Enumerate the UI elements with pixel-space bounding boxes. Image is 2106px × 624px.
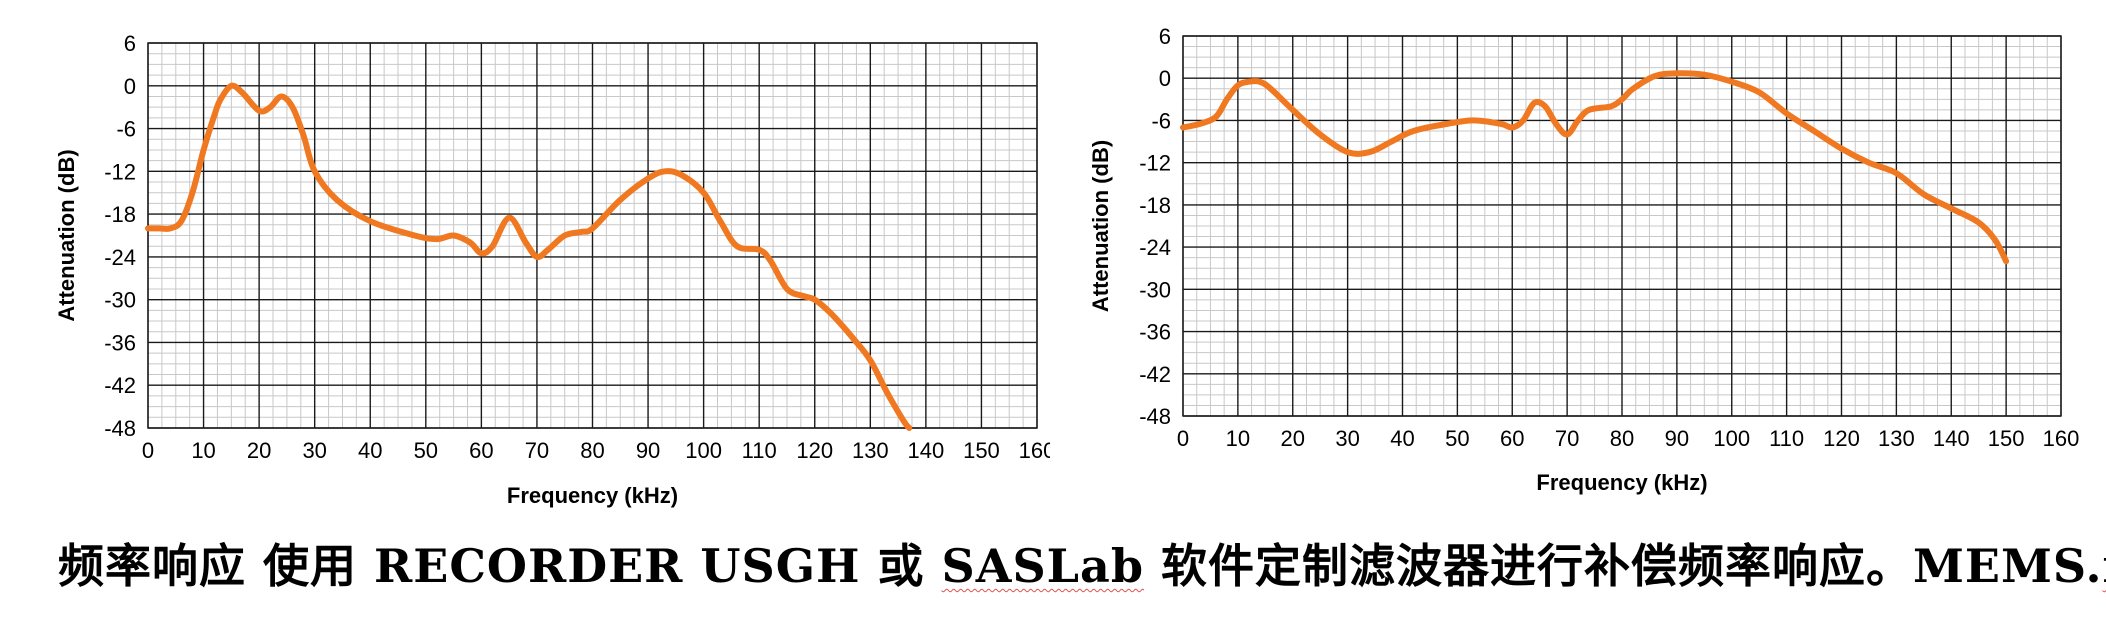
x-tick-label: 100 — [685, 438, 722, 463]
x-tick-label: 120 — [1823, 426, 1860, 451]
x-tick-label: 100 — [1713, 426, 1750, 451]
attenuation-series-line — [145, 82, 913, 431]
y-tick-label: -42 — [1139, 362, 1171, 387]
plot-frame — [1182, 35, 2062, 417]
x-tick-label: 50 — [414, 438, 438, 463]
x-tick-label: 110 — [1769, 426, 1804, 451]
x-tick-label: 150 — [1988, 426, 2025, 451]
x-tick-label: 150 — [963, 438, 1000, 463]
y-tick-label: 6 — [1159, 24, 1171, 49]
x-tick-label: 0 — [142, 438, 154, 463]
y-tick-label: -30 — [1139, 277, 1171, 302]
y-tick-label: -12 — [104, 159, 136, 184]
y-tick-label: -48 — [104, 416, 136, 441]
y-tick-label: 0 — [124, 74, 136, 99]
frequency-response-chart-left: 0 10 20 30 40 50 60 70 80 90 100 110 120 130 140 150 160… — [54, 31, 1050, 508]
x-tick-label: 70 — [1555, 426, 1579, 451]
x-tick-label: 60 — [469, 438, 493, 463]
x-tick-label: 50 — [1445, 426, 1469, 451]
x-axis-label: Frequency (kHz) — [1536, 470, 1707, 495]
y-tick-label: -6 — [116, 117, 136, 142]
x-tick-label: 140 — [1933, 426, 1970, 451]
plot-frame — [147, 42, 1038, 429]
x-tick-label: 130 — [1878, 426, 1915, 451]
y-axis-label: Attenuation (dB) — [1088, 140, 1113, 312]
x-tick-label: 80 — [1610, 426, 1634, 451]
x-tick-label: 120 — [796, 438, 833, 463]
y-tick-label: -36 — [1139, 320, 1171, 345]
figure-caption: 频率响应 使用 RECORDER USGH 或 SASLab 软件定制滤波器进行… — [58, 530, 2106, 596]
x-tick-label: 80 — [580, 438, 604, 463]
x-tick-label: 30 — [1335, 426, 1359, 451]
x-tick-label: 110 — [742, 438, 777, 463]
y-tick-label: 0 — [1159, 66, 1171, 91]
caption-flf: flf — [2103, 539, 2106, 593]
x-tick-label: 140 — [908, 438, 945, 463]
y-tick-label: -42 — [104, 373, 136, 398]
y-tick-label: -6 — [1151, 108, 1171, 133]
y-tick-label: -30 — [104, 288, 136, 313]
frequency-response-chart-right: 0 10 20 30 40 50 60 70 80 90 100 110 120 130 140 150 160… — [1088, 24, 2080, 495]
x-tick-label: 160 — [2043, 426, 2080, 451]
y-tick-label: -18 — [1139, 193, 1171, 218]
x-tick-label: 60 — [1500, 426, 1524, 451]
x-tick-label: 20 — [1281, 426, 1305, 451]
y-axis-label: Attenuation (dB) — [54, 149, 79, 321]
x-tick-label: 20 — [247, 438, 271, 463]
x-tick-label: 40 — [358, 438, 382, 463]
x-tick-label: 40 — [1390, 426, 1414, 451]
x-tick-label: 130 — [852, 438, 889, 463]
x-tick-label: 30 — [302, 438, 326, 463]
attenuation-series-line — [1180, 70, 2010, 265]
x-tick-label: 90 — [1665, 426, 1689, 451]
x-tick-label: 90 — [636, 438, 660, 463]
y-tick-label: -18 — [104, 202, 136, 227]
caption-saslab: SASLab — [941, 539, 1144, 593]
x-tick-label: 0 — [1177, 426, 1189, 451]
y-tick-label: -48 — [1139, 404, 1171, 429]
x-tick-label: 160 — [1019, 438, 1050, 463]
x-tick-label: 70 — [525, 438, 549, 463]
y-tick-label: -24 — [104, 245, 136, 270]
y-tick-label: -36 — [104, 330, 136, 355]
caption-middle: 软件定制滤波器进行补偿频率响应。MEMS. — [1144, 539, 2103, 593]
y-tick-label: 6 — [124, 31, 136, 56]
y-tick-label: -24 — [1139, 235, 1171, 260]
x-tick-label: 10 — [1226, 426, 1250, 451]
y-tick-label: -12 — [1139, 151, 1171, 176]
caption-prefix: 频率响应 使用 RECORDER USGH 或 — [58, 539, 942, 593]
x-tick-label: 10 — [191, 438, 215, 463]
x-axis-label: Frequency (kHz) — [507, 483, 678, 508]
